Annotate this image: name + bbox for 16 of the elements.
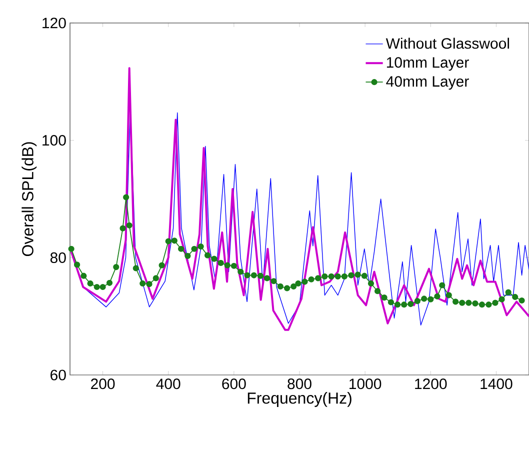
y-tick-label: 120 (42, 18, 66, 28)
legend-label: Without Glasswool (386, 38, 509, 49)
x-tick-label: 800 (288, 378, 312, 390)
legend-label: 40mm Layer (386, 76, 469, 90)
y-tick-label: 60 (50, 370, 66, 380)
x-tick-label: 600 (222, 378, 246, 390)
y-tick-label: 80 (50, 252, 66, 263)
y-axis-title: Overall SPL(dB) (22, 142, 37, 256)
x-tick-label: 1000 (350, 378, 382, 390)
x-axis-title: Frequency(Hz) (248, 392, 352, 407)
x-tick-label: 1200 (415, 378, 447, 390)
x-tick-label: 1400 (480, 378, 512, 390)
y-tick-label: 100 (42, 135, 66, 146)
x-tick-label: 400 (156, 378, 180, 390)
legend-label: 10mm Layer (386, 57, 469, 71)
x-tick-label: 200 (91, 378, 115, 390)
